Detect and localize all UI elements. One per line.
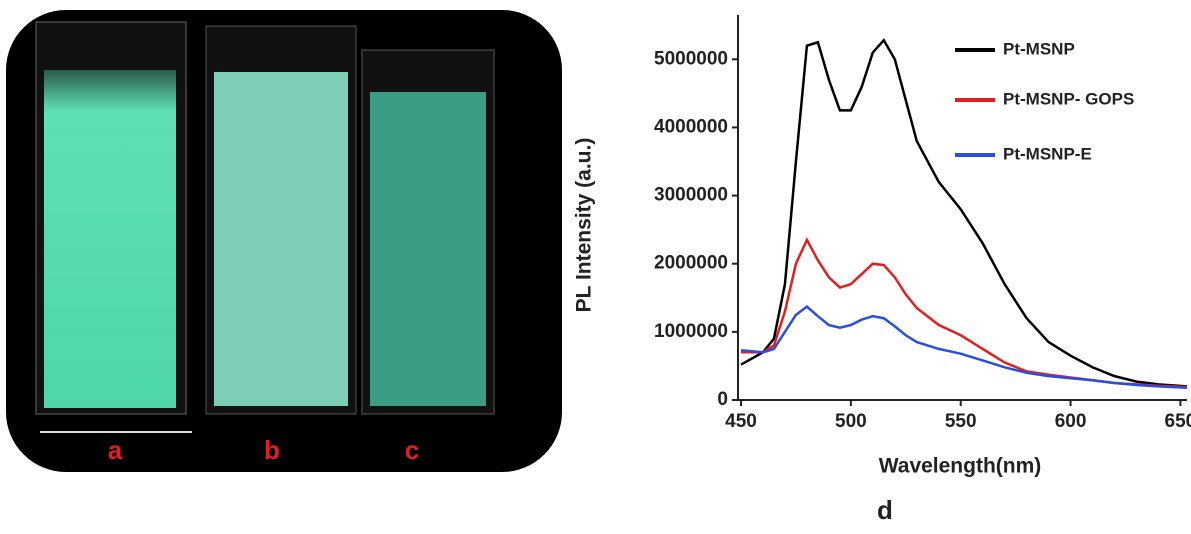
y-tick-label: 5000000 [654, 48, 728, 69]
x-axis-label: Wavelength(nm) [879, 455, 1042, 478]
x-tick-label: 450 [725, 411, 757, 432]
photo: a b c [6, 10, 562, 472]
line-series [740, 38, 1188, 388]
y-tick-label: 4000000 [654, 116, 728, 137]
line-series [741, 237, 1188, 389]
photo-label: c [405, 435, 419, 465]
x-tick-label: 600 [1055, 411, 1087, 432]
y-axis-label: PL Intensity (a.u.) [573, 138, 596, 313]
x-tick-label: 550 [945, 411, 977, 432]
y-tick-label: 0 [717, 389, 728, 410]
x-tick-label: 500 [835, 411, 867, 432]
line-series [740, 305, 1188, 389]
y-tick-label: 3000000 [654, 185, 728, 206]
y-tick-label: 2000000 [654, 253, 728, 274]
cuvette-liquid [370, 92, 486, 406]
legend-label: Pt-MSNP- GOPS [1003, 89, 1134, 108]
panel-label: d [877, 495, 893, 525]
legend-label: Pt-MSNP-E [1003, 144, 1092, 163]
x-tick-label: 650 [1165, 411, 1191, 432]
cuvette-liquid [214, 72, 348, 406]
photo-label: a [108, 435, 123, 465]
cuvette-liquid [44, 70, 176, 408]
y-tick-label: 1000000 [654, 321, 728, 342]
photo-label: b [264, 435, 280, 465]
legend-label: Pt-MSNP [1003, 39, 1075, 58]
